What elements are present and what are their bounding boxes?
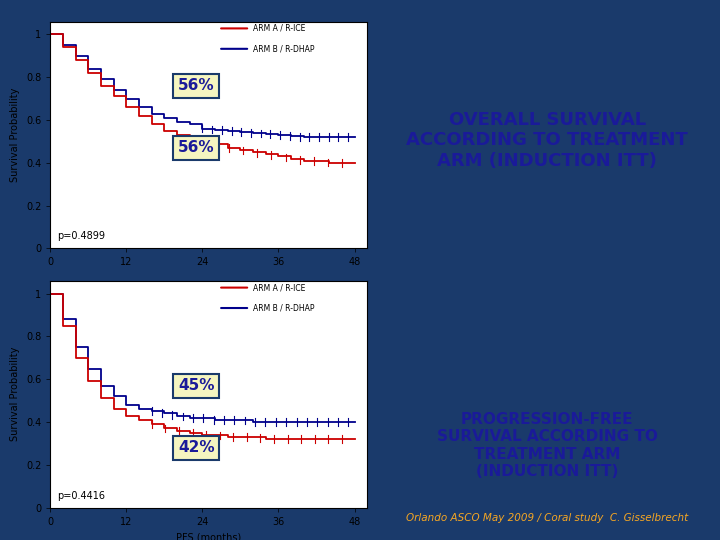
Text: 42%: 42%: [178, 440, 215, 455]
Text: Orlando ASCO May 2009 / Coral study  C. Gisselbrecht: Orlando ASCO May 2009 / Coral study C. G…: [406, 514, 688, 523]
Y-axis label: Survival Probability: Survival Probability: [11, 88, 20, 182]
Y-axis label: Survival Probability: Survival Probability: [11, 347, 20, 441]
Text: 45%: 45%: [178, 378, 215, 393]
Text: ARM A / R-ICE: ARM A / R-ICE: [253, 283, 305, 292]
Text: p=0.4416: p=0.4416: [57, 490, 104, 501]
Text: OVERALL SURVIVAL
ACCORDING TO TREATMENT
ARM (INDUCTION ITT): OVERALL SURVIVAL ACCORDING TO TREATMENT …: [406, 111, 688, 170]
Text: 56%: 56%: [178, 78, 215, 93]
Text: ARM B / R-DHAP: ARM B / R-DHAP: [253, 44, 315, 53]
Text: 56%: 56%: [178, 140, 215, 156]
Text: ARM A / R-ICE: ARM A / R-ICE: [253, 24, 305, 33]
Text: PROGRESSION-FREE
SURVIVAL ACCORDING TO
TREATMENT ARM
(INDUCTION ITT): PROGRESSION-FREE SURVIVAL ACCORDING TO T…: [437, 412, 657, 479]
Text: p=0.4899: p=0.4899: [57, 231, 104, 241]
X-axis label: PFS (months): PFS (months): [176, 532, 241, 540]
Text: ARM B / R-DHAP: ARM B / R-DHAP: [253, 303, 315, 313]
